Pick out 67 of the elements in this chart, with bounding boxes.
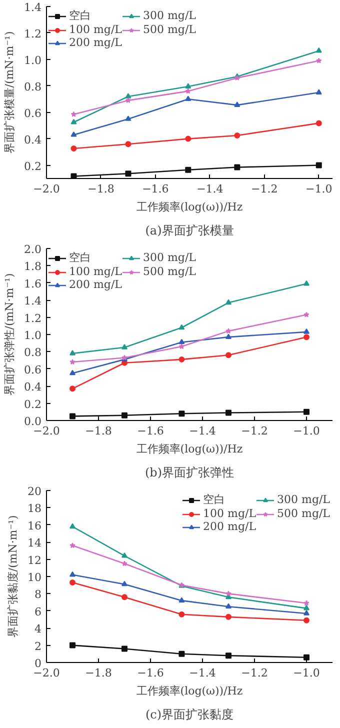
y-tick-label: 1.2 bbox=[24, 27, 42, 40]
legend-label: 100 mg/L bbox=[69, 265, 122, 278]
y-tick-label: 0.6 bbox=[24, 363, 42, 376]
y-tick-label: 6 bbox=[34, 605, 42, 618]
x-tick-label: −1.2 bbox=[241, 666, 268, 680]
x-tick-label: −1.0 bbox=[293, 666, 320, 680]
y-tick-label: 1.4 bbox=[24, 294, 42, 308]
legend-label: 100 mg/L bbox=[69, 23, 122, 36]
y-tick-label: 1.0 bbox=[24, 54, 42, 67]
y-tick-label: 0.6 bbox=[24, 106, 42, 120]
y-tick-label: 8 bbox=[34, 588, 42, 602]
y-axis-title: 界面扩张黏度/(mN·m⁻¹) bbox=[6, 515, 20, 638]
x-tick-label: −1.6 bbox=[142, 182, 169, 196]
y-tick-label: 2.0 bbox=[24, 243, 42, 256]
y-tick-label: 1.0 bbox=[24, 329, 42, 342]
y-tick-label: 20 bbox=[28, 485, 42, 498]
text: (b)界面扩张弹性 bbox=[144, 466, 234, 480]
y-tick-label: 18 bbox=[28, 502, 42, 516]
y-tick-label: 0.2 bbox=[24, 160, 42, 173]
x-tick-label: −1.0 bbox=[306, 182, 332, 196]
x-tick-label: −1.2 bbox=[241, 424, 268, 438]
x-axis-title: 工作频率(log(ω))/Hz bbox=[136, 684, 243, 698]
x-tick-label: −2.0 bbox=[33, 182, 60, 196]
y-axis-title: 界面扩张弹性/(mN·m⁻¹) bbox=[3, 273, 16, 396]
legend-label: 200 mg/L bbox=[69, 278, 122, 291]
legend-label: 空白 bbox=[69, 250, 91, 265]
y-tick-label: 1.8 bbox=[24, 260, 42, 274]
x-axis-title: 工作频率(log(ω))/Hz bbox=[136, 200, 243, 214]
y-tick-label: 0.2 bbox=[24, 398, 42, 411]
legend-label: 300 mg/L bbox=[142, 9, 196, 22]
x-tick-label: −1.8 bbox=[88, 182, 114, 196]
y-tick-label: 4 bbox=[34, 622, 42, 636]
text: (c)界面扩张黏度 bbox=[145, 708, 234, 722]
legend-label: 200 mg/L bbox=[69, 36, 122, 49]
legend-label: 空白 bbox=[203, 492, 226, 507]
y-tick-label: 0.8 bbox=[24, 80, 42, 94]
legend-label: 200 mg/L bbox=[203, 520, 256, 533]
x-tick-label: −1.4 bbox=[189, 666, 216, 680]
y-tick-label: 14 bbox=[28, 536, 42, 550]
x-tick-label: −1.4 bbox=[189, 424, 216, 438]
y-tick-label: 0.4 bbox=[24, 380, 42, 394]
legend-label: 300 mg/L bbox=[277, 493, 330, 506]
legend-label: 500 mg/L bbox=[277, 507, 330, 520]
y-tick-label: 1.2 bbox=[24, 312, 42, 325]
y-tick-label: 1.4 bbox=[24, 1, 42, 14]
y-tick-label: 12 bbox=[28, 554, 42, 567]
text: (a)界面扩张模量 bbox=[145, 224, 234, 238]
legend-label: 500 mg/L bbox=[142, 23, 196, 36]
x-tick-label: −1.2 bbox=[251, 182, 278, 196]
y-tick-label: 16 bbox=[28, 519, 42, 532]
legend-label: 100 mg/L bbox=[203, 507, 256, 520]
x-tick-label: −1.8 bbox=[85, 424, 112, 438]
x-tick-label: −1.8 bbox=[85, 666, 112, 680]
y-axis-title: 界面扩张模量/(mN·m⁻¹) bbox=[3, 31, 16, 154]
x-tick-label: −1.6 bbox=[137, 666, 164, 680]
y-tick-label: 10 bbox=[28, 571, 42, 584]
y-tick-label: 2 bbox=[34, 640, 42, 653]
x-tick-label: −1.4 bbox=[196, 182, 224, 196]
y-tick-label: 0.8 bbox=[24, 346, 42, 360]
x-axis-title: 工作频率(log(ω))/Hz bbox=[136, 442, 243, 456]
x-tick-label: −1.0 bbox=[293, 424, 320, 438]
y-tick-label: 0.4 bbox=[24, 133, 42, 146]
legend-label: 500 mg/L bbox=[142, 265, 196, 278]
legend-label: 300 mg/L bbox=[142, 251, 196, 264]
x-tick-label: −1.6 bbox=[137, 424, 164, 438]
y-tick-label: 1.6 bbox=[24, 277, 42, 290]
legend-label: 空白 bbox=[69, 8, 91, 23]
